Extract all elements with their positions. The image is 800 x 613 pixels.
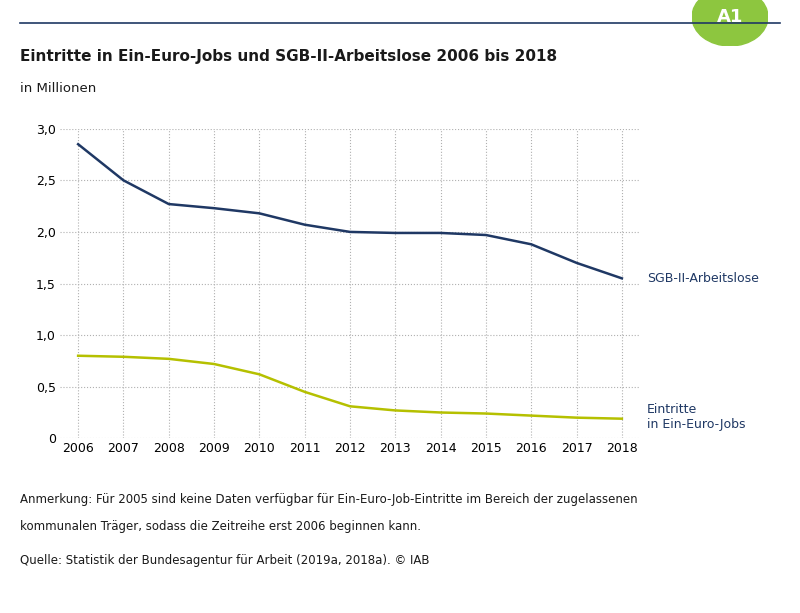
- Text: in Millionen: in Millionen: [20, 82, 96, 95]
- Circle shape: [692, 0, 768, 46]
- Text: Anmerkung: Für 2005 sind keine Daten verfügbar für Ein-Euro-Job-Eintritte im Ber: Anmerkung: Für 2005 sind keine Daten ver…: [20, 493, 638, 506]
- Text: Eintritte in Ein-Euro-Jobs und SGB-II-Arbeitslose 2006 bis 2018: Eintritte in Ein-Euro-Jobs und SGB-II-Ar…: [20, 50, 557, 64]
- Text: SGB-II-Arbeitslose: SGB-II-Arbeitslose: [646, 272, 758, 285]
- Text: kommunalen Träger, sodass die Zeitreihe erst 2006 beginnen kann.: kommunalen Träger, sodass die Zeitreihe …: [20, 520, 421, 533]
- Text: Quelle: Statistik der Bundesagentur für Arbeit (2019a, 2018a). © IAB: Quelle: Statistik der Bundesagentur für …: [20, 554, 430, 567]
- Text: Eintritte: Eintritte: [646, 403, 697, 416]
- Text: A1: A1: [717, 8, 743, 26]
- Text: in Ein-Euro-Jobs: in Ein-Euro-Jobs: [646, 419, 746, 432]
